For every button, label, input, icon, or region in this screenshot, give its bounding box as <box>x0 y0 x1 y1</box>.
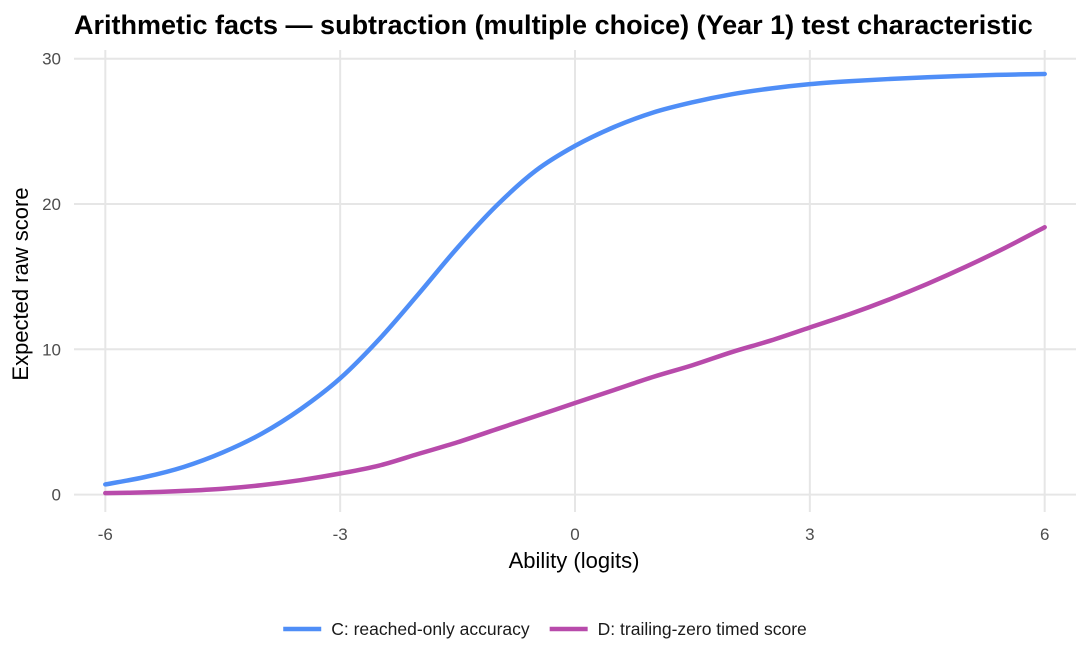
x-axis-title: Ability (logits) <box>509 548 640 573</box>
y-tick-label: 30 <box>42 50 61 69</box>
x-tick-labels: -6 -3 0 3 6 <box>98 525 1050 544</box>
x-tick-label: -6 <box>98 525 113 544</box>
x-tick-label: -3 <box>333 525 348 544</box>
legend: C: reached-only accuracy D: trailing-zero… <box>283 619 807 639</box>
series-layer <box>103 71 1047 496</box>
chart-title: Arithmetic facts — subtraction (multiple… <box>74 10 1033 40</box>
series-line-d <box>103 225 1047 496</box>
legend-item-c: C: reached-only accuracy <box>283 619 530 639</box>
y-tick-label: 20 <box>42 195 61 214</box>
legend-label: C: reached-only accuracy <box>331 619 530 639</box>
x-tick-label: 0 <box>570 525 579 544</box>
series-line-c <box>103 71 1047 487</box>
x-tick-label: 6 <box>1040 525 1049 544</box>
y-axis-title: Expected raw score <box>8 187 33 380</box>
legend-item-d: D: trailing-zero timed score <box>549 619 807 639</box>
y-tick-label: 10 <box>42 340 61 359</box>
x-gridlines <box>104 50 1046 512</box>
x-tick-label: 3 <box>805 525 814 544</box>
y-tick-labels: 0 10 20 30 <box>42 50 61 505</box>
y-tick-label: 0 <box>52 486 61 505</box>
legend-label: D: trailing-zero timed score <box>598 619 807 639</box>
